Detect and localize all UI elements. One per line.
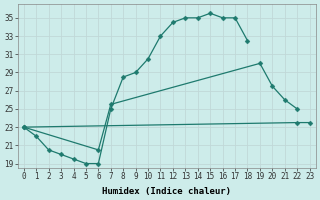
X-axis label: Humidex (Indice chaleur): Humidex (Indice chaleur) xyxy=(102,187,231,196)
